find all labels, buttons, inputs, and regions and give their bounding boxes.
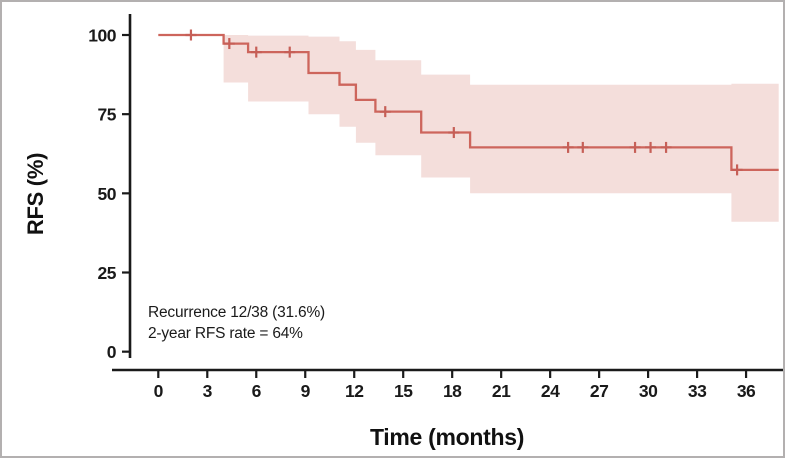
y-tick-label: 0 — [107, 342, 117, 362]
y-tick-labels: 100 75 50 25 0 — [88, 26, 117, 363]
x-tick-label: 3 — [203, 381, 213, 401]
survival-curve — [158, 33, 779, 172]
confidence-band — [223, 35, 779, 222]
x-tick-label: 6 — [252, 381, 262, 401]
x-tick-label: 9 — [301, 381, 311, 401]
y-axis-title: RFS (%) — [23, 152, 48, 236]
x-axis-title: Time (months) — [369, 424, 525, 450]
x-tick-label: 21 — [492, 381, 511, 401]
y-axis — [122, 14, 132, 358]
annotation-block: Recurrence 12/38 (31.6%) 2-year RFS rate… — [148, 302, 325, 344]
x-tick-label: 24 — [541, 381, 560, 401]
annotation-rfs-rate: 2-year RFS rate = 64% — [148, 325, 303, 342]
x-tick-label: 36 — [737, 381, 756, 401]
x-tick-label: 18 — [443, 381, 462, 401]
x-tick-label: 30 — [639, 381, 658, 401]
x-tick-label: 0 — [154, 381, 164, 401]
x-tick-label: 27 — [590, 381, 608, 401]
y-tick-label: 50 — [98, 184, 117, 204]
y-tick-label: 100 — [88, 26, 116, 46]
annotation-recurrence: Recurrence 12/38 (31.6%) — [148, 304, 325, 321]
y-tick-label: 25 — [98, 263, 117, 283]
x-axis — [112, 368, 783, 378]
x-tick-label: 12 — [345, 381, 364, 401]
x-tick-label: 33 — [688, 381, 707, 401]
x-tick-label: 15 — [394, 381, 413, 401]
x-tick-labels: 0 3 6 9 12 15 18 21 24 27 30 33 36 — [154, 381, 757, 401]
y-tick-label: 75 — [98, 105, 117, 125]
censor-marks — [185, 29, 743, 176]
